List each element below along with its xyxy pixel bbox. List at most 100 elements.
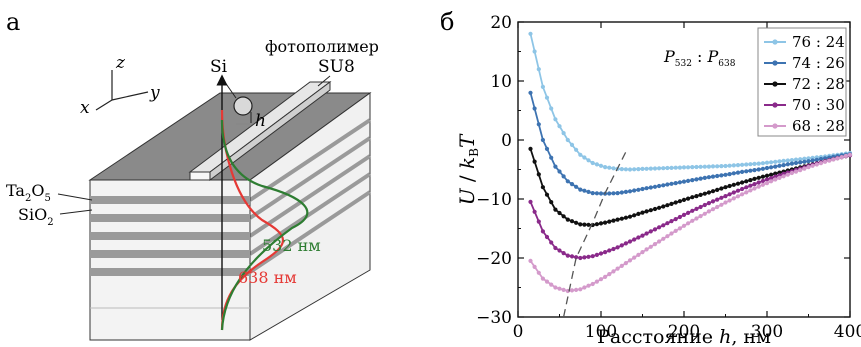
- data-point: [648, 185, 653, 190]
- data-point: [540, 276, 546, 281]
- data-point: [607, 272, 612, 277]
- data-point: [698, 192, 703, 197]
- data-point: [760, 182, 766, 187]
- data-point: [665, 221, 670, 226]
- data-point: [565, 253, 570, 258]
- data-point: [723, 200, 728, 205]
- data-point: [557, 124, 562, 129]
- data-point: [578, 152, 583, 157]
- data-point: [798, 160, 803, 165]
- data-point: [619, 190, 624, 195]
- data-point: [677, 199, 683, 204]
- z-axis-label: z: [115, 53, 126, 73]
- data-point: [694, 216, 699, 221]
- data-point: [798, 168, 803, 173]
- data-point: [735, 170, 741, 175]
- data-point: [557, 286, 562, 291]
- chip-right-side-layers: [248, 118, 372, 274]
- data-point: [764, 173, 770, 178]
- data-point: [632, 167, 637, 172]
- minimum-trend-line: [562, 151, 627, 318]
- data-point: [781, 158, 786, 163]
- data-point: [594, 162, 600, 167]
- si-particle: [233, 96, 253, 116]
- data-point: [578, 222, 583, 227]
- y-tick-label: −10: [476, 190, 512, 210]
- data-point: [748, 168, 753, 173]
- data-point: [723, 163, 728, 169]
- data-point: [702, 164, 707, 169]
- data-point: [793, 157, 799, 162]
- y-tick-label: −20: [476, 249, 512, 269]
- data-point: [623, 261, 629, 266]
- data-point: [627, 239, 633, 244]
- data-point: [752, 182, 757, 187]
- ta2o5-label: Ta2O5: [6, 181, 51, 204]
- data-point: [603, 220, 608, 225]
- data-point: [789, 161, 795, 166]
- data-point: [715, 197, 720, 202]
- data-point: [528, 90, 533, 95]
- data-point: [549, 155, 554, 160]
- data-point: [686, 221, 691, 226]
- data-point: [756, 180, 761, 185]
- data-point: [669, 219, 674, 224]
- data-point: [719, 195, 724, 200]
- data-point: [706, 209, 712, 214]
- data-point: [661, 204, 666, 209]
- data-point: [798, 157, 803, 162]
- data-point: [611, 218, 616, 223]
- x-tick-label: 0: [513, 322, 524, 342]
- data-point: [636, 167, 641, 172]
- data-point: [715, 204, 720, 210]
- data-point: [652, 227, 658, 232]
- data-point: [806, 159, 811, 164]
- data-point: [706, 190, 712, 195]
- data-point: [789, 158, 795, 163]
- data-point: [681, 179, 687, 184]
- data-point: [823, 156, 828, 161]
- sio2-label: SiO2: [18, 205, 54, 228]
- data-point: [536, 67, 541, 72]
- data-point: [557, 210, 562, 216]
- data-point: [785, 172, 790, 177]
- data-point: [574, 184, 579, 189]
- data-point: [810, 163, 815, 168]
- data-point: [598, 163, 604, 168]
- legend-entry-label: 74 : 26: [792, 54, 845, 72]
- data-point: [677, 180, 683, 185]
- data-point: [706, 201, 712, 206]
- data-point: [544, 279, 550, 284]
- data-point: [710, 199, 716, 204]
- legend-items: 76 : 24 74 : 26 72 : 28 70 : 30 68 : 28: [764, 33, 845, 135]
- data-point: [814, 157, 819, 162]
- data-point: [648, 244, 653, 249]
- x-axis-line: [95, 99, 113, 111]
- data-point: [598, 277, 604, 282]
- data-point: [665, 165, 670, 171]
- data-point: [627, 214, 633, 219]
- data-point: [781, 174, 786, 179]
- data-point: [748, 183, 753, 188]
- data-point: [590, 281, 595, 287]
- data-point: [785, 162, 790, 167]
- y-axis-line: [111, 91, 149, 101]
- data-point: [843, 153, 849, 158]
- data-point: [818, 161, 824, 166]
- data-point: [561, 214, 566, 219]
- data-point: [735, 163, 741, 168]
- data-point: [686, 165, 691, 170]
- data-point: [632, 188, 637, 193]
- data-point: [677, 165, 683, 170]
- data-point: [540, 229, 546, 234]
- data-point: [773, 174, 778, 179]
- data-point: [785, 158, 790, 163]
- data-point: [764, 181, 770, 186]
- data-point: [619, 216, 624, 221]
- data-point: [549, 240, 554, 245]
- data-point: [719, 164, 724, 169]
- data-point: [565, 217, 570, 222]
- data-point: [744, 185, 749, 190]
- x-tick-label: 400: [834, 322, 861, 342]
